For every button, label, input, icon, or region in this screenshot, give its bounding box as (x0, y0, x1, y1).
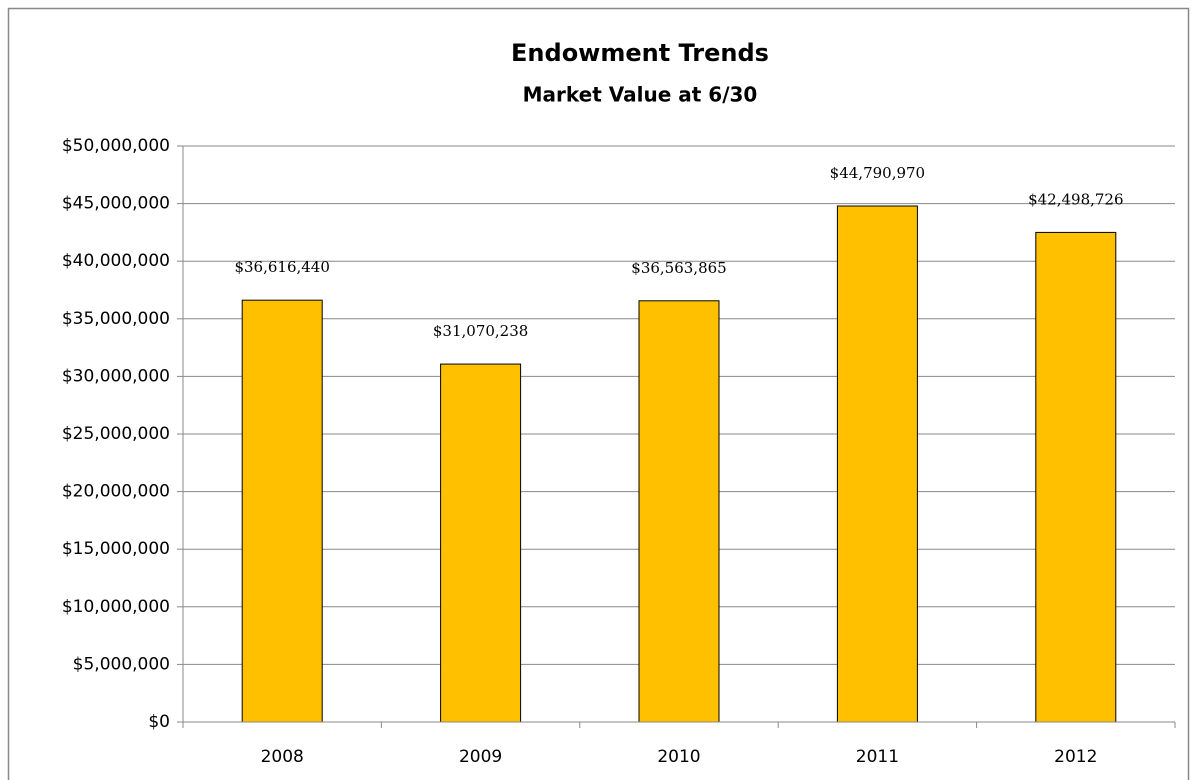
y-tick-label: $0 (148, 712, 170, 732)
y-tick-label: $40,000,000 (62, 251, 170, 271)
y-tick-label: $10,000,000 (62, 597, 170, 617)
chart-subtitle: Market Value at 6/30 (523, 83, 758, 107)
bar (836, 205, 918, 723)
bar (1035, 231, 1117, 723)
y-tick-label: $20,000,000 (62, 482, 170, 502)
value-label: $31,070,238 (433, 322, 528, 340)
bar (440, 363, 522, 723)
x-tick-label: 2010 (657, 747, 700, 767)
y-tick-label: $35,000,000 (62, 309, 170, 329)
y-tick-label: $45,000,000 (62, 194, 170, 214)
y-tick-label: $15,000,000 (62, 539, 170, 559)
value-label: $36,563,865 (631, 259, 726, 277)
y-tick-label: $30,000,000 (62, 366, 170, 386)
value-label: $36,616,440 (234, 258, 329, 276)
x-tick-label: 2009 (459, 747, 502, 767)
x-tick-label: 2011 (856, 747, 899, 767)
bar (241, 299, 323, 723)
chart-title: Endowment Trends (511, 39, 769, 67)
y-tick-label: $50,000,000 (62, 136, 170, 156)
y-tick-label: $25,000,000 (62, 424, 170, 444)
x-tick-label: 2008 (261, 747, 304, 767)
chart-border (7, 7, 1190, 780)
bar (638, 300, 720, 723)
y-tick-label: $5,000,000 (73, 654, 170, 674)
value-label: $44,790,970 (830, 164, 925, 182)
value-label: $42,498,726 (1028, 190, 1123, 208)
x-tick-label: 2012 (1054, 747, 1097, 767)
